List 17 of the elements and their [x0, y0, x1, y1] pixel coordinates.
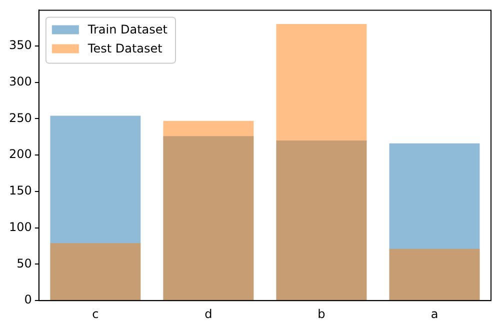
- x-tick-label: b: [318, 306, 326, 321]
- y-tick-label: 0: [24, 292, 32, 307]
- legend-label: Test Dataset: [86, 41, 163, 56]
- x-tick-label: d: [204, 306, 212, 321]
- legend-label: Train Dataset: [86, 22, 168, 36]
- y-tick-label: 200: [9, 147, 32, 162]
- y-tick-label: 50: [16, 256, 32, 270]
- x-tick-label: a: [430, 306, 438, 321]
- bar: [276, 24, 367, 300]
- y-tick-label: 100: [9, 220, 32, 234]
- bar: [50, 243, 141, 300]
- y-tick-label: 300: [9, 74, 32, 88]
- x-tick-label: c: [92, 306, 99, 321]
- y-tick-label: 250: [9, 110, 32, 125]
- y-tick-label: 350: [9, 38, 32, 52]
- y-tick-label: 150: [9, 184, 32, 198]
- bar: [389, 248, 480, 300]
